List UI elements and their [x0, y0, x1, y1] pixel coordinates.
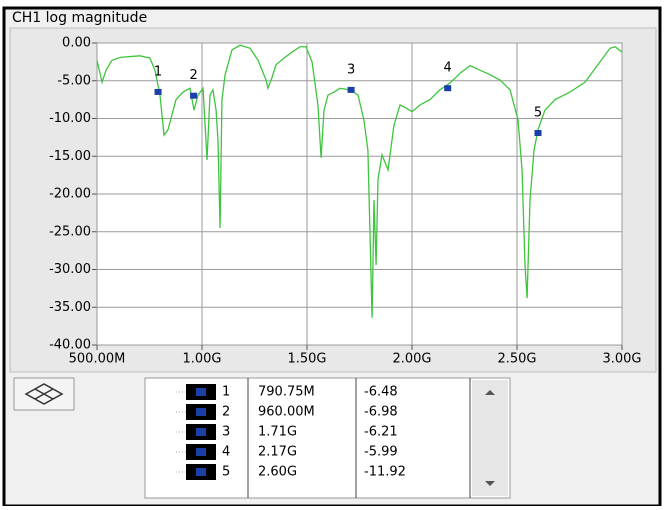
zoom-icon: [24, 383, 64, 405]
marker-value: -6.48: [364, 385, 398, 400]
y-tick-label: -40.00: [49, 338, 91, 353]
chart-title: CH1 log magnitude: [12, 10, 147, 26]
marker-swatch: [196, 388, 206, 396]
y-tick-label: 0.00: [62, 36, 91, 51]
marker-id: 1: [222, 385, 230, 400]
marker-frequency: 960.00M: [258, 405, 315, 420]
y-tick-label: -10.00: [49, 111, 91, 126]
marker-id: 2: [222, 405, 230, 420]
marker-id: 5: [222, 465, 230, 480]
marker-label: 2: [189, 68, 197, 83]
marker-frequency: 2.17G: [258, 445, 297, 460]
scroll-up[interactable]: [485, 390, 495, 395]
x-tick-label: 1.00G: [182, 352, 221, 367]
scroll-down[interactable]: [485, 481, 495, 486]
marker-label: 4: [444, 61, 452, 76]
x-tick-label: 3.00G: [602, 352, 641, 367]
marker: [190, 92, 198, 99]
x-tick-label: 1.50G: [287, 352, 326, 367]
marker-frequency: 790.75M: [258, 385, 315, 400]
y-tick-label: -30.00: [49, 262, 91, 277]
y-tick-label: -25.00: [49, 224, 91, 239]
y-tick-label: -35.00: [49, 300, 91, 315]
marker-value: -6.98: [364, 405, 398, 420]
marker-label: 5: [534, 105, 542, 120]
zoom-button[interactable]: [13, 377, 75, 411]
y-tick-label: -20.00: [49, 187, 91, 202]
marker-id: 3: [222, 425, 230, 440]
marker: [347, 86, 355, 93]
marker-label: 1: [154, 64, 162, 79]
marker-label: 3: [347, 62, 355, 77]
marker: [534, 129, 542, 136]
x-tick-label: 2.00G: [392, 352, 431, 367]
marker: [444, 85, 452, 92]
scrollbar[interactable]: [472, 380, 508, 496]
marker-frequency: 1.71G: [258, 425, 297, 440]
marker-value: -5.99: [364, 445, 398, 460]
marker-value: -11.92: [364, 465, 406, 480]
trace: [96, 44, 623, 318]
marker-frequency: 2.60G: [258, 465, 297, 480]
y-tick-label: -5.00: [57, 73, 91, 88]
marker-swatch: [196, 428, 206, 436]
marker-id: 4: [222, 445, 230, 460]
x-tick-label: 500.00M: [69, 352, 126, 367]
y-tick-label: -15.00: [49, 149, 91, 164]
marker: [154, 88, 162, 95]
x-tick-label: 2.50G: [497, 352, 536, 367]
marker-swatch: [196, 448, 206, 456]
marker-value: -6.21: [364, 425, 398, 440]
marker-swatch: [196, 468, 206, 476]
marker-swatch: [196, 408, 206, 416]
